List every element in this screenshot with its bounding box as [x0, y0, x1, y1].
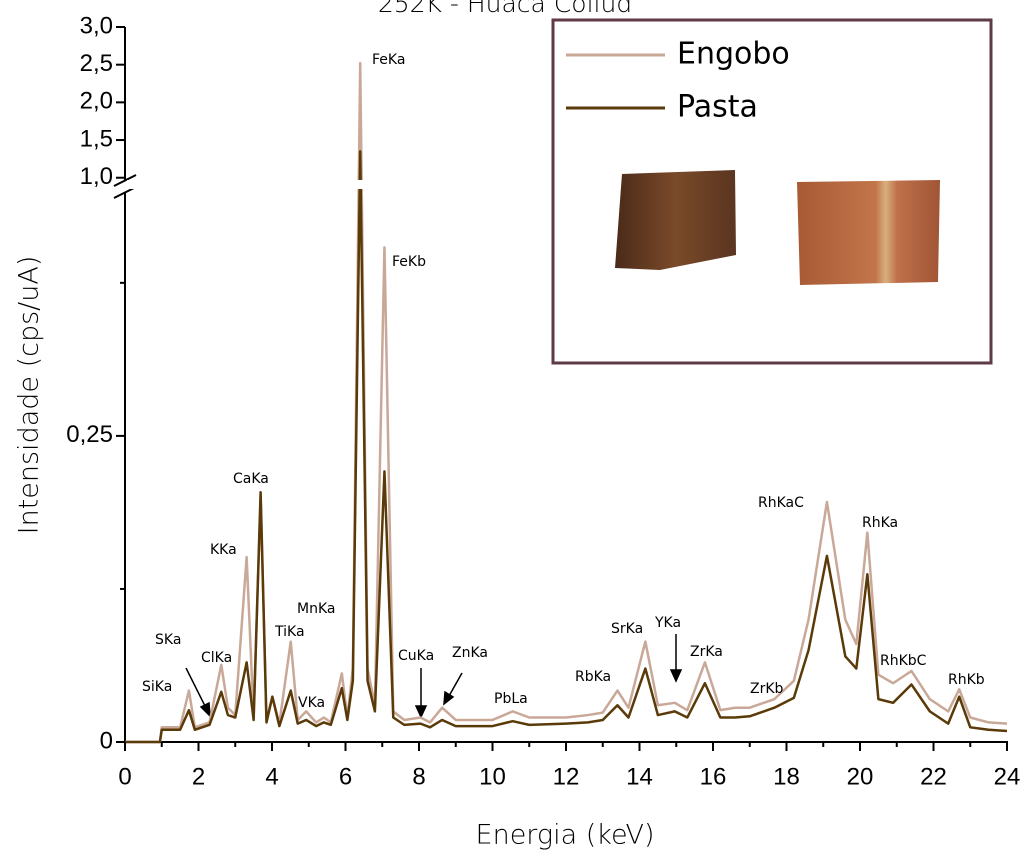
x-tick-label: 14	[626, 763, 653, 790]
y-tick-label: 2,0	[80, 88, 113, 115]
peak-label: RhKb	[948, 672, 985, 688]
chart-title: 252K - Huaca Collud	[378, 0, 632, 18]
y-tick-label: 3,0	[80, 12, 113, 39]
arrows	[185, 634, 683, 719]
peak-label: RhKbC	[880, 653, 927, 669]
x-tick-label: 16	[700, 763, 727, 790]
peak-label: ZnKa	[452, 645, 488, 661]
x-tick-label: 24	[994, 763, 1021, 790]
peak-label: PbLa	[494, 691, 528, 707]
sample-photo	[797, 180, 940, 285]
x-tick-label: 4	[265, 763, 278, 790]
x-tick-label: 20	[847, 763, 874, 790]
peak-label: RbKa	[575, 669, 611, 685]
y-tick-label: 1,0	[80, 163, 113, 190]
x-tick-label: 18	[773, 763, 800, 790]
y-tick-label: 2,5	[80, 50, 113, 77]
x-tick-label: 6	[339, 763, 352, 790]
peak-label: VKa	[298, 695, 325, 711]
x-tick-label: 12	[553, 763, 580, 790]
y-tick-label: 0	[100, 727, 113, 754]
peak-label: RhKa	[862, 515, 898, 531]
peak-label: SiKa	[142, 679, 172, 695]
peak-label: ClKa	[201, 650, 232, 666]
peak-label: FeKa	[372, 52, 405, 68]
peak-label: CaKa	[233, 471, 269, 487]
peak-label: TiKa	[274, 624, 305, 640]
peak-label: ZrKa	[690, 644, 723, 660]
y-axis-label: Intensidade (cps/uA)	[14, 256, 45, 535]
x-tick-label: 10	[479, 763, 506, 790]
peak-label: SKa	[155, 632, 181, 648]
x-tick-label: 22	[920, 763, 947, 790]
axis-break	[113, 174, 137, 187]
x-tick-label: 0	[118, 763, 131, 790]
peak-label: YKa	[654, 615, 681, 631]
peak-label: RhKaC	[758, 495, 804, 511]
x-tick-label: 8	[412, 763, 425, 790]
peak-label: CuKa	[398, 648, 434, 664]
y-tick-label: 1,5	[80, 125, 113, 152]
peak-label: FeKb	[392, 254, 426, 270]
peak-label: SrKa	[611, 621, 643, 637]
peak-label: MnKa	[297, 601, 335, 617]
legend-label: Pasta	[677, 90, 758, 125]
legend-label: Engobo	[677, 37, 790, 72]
sample-photo	[615, 170, 736, 270]
peak-label: KKa	[210, 542, 237, 558]
peak-label: ZrKb	[750, 681, 784, 697]
x-tick-label: 2	[192, 763, 205, 790]
spectrum-line	[125, 150, 1008, 744]
x-axis-label: Energia (keV)	[476, 820, 655, 851]
y-tick-label: 0,25	[66, 421, 113, 448]
